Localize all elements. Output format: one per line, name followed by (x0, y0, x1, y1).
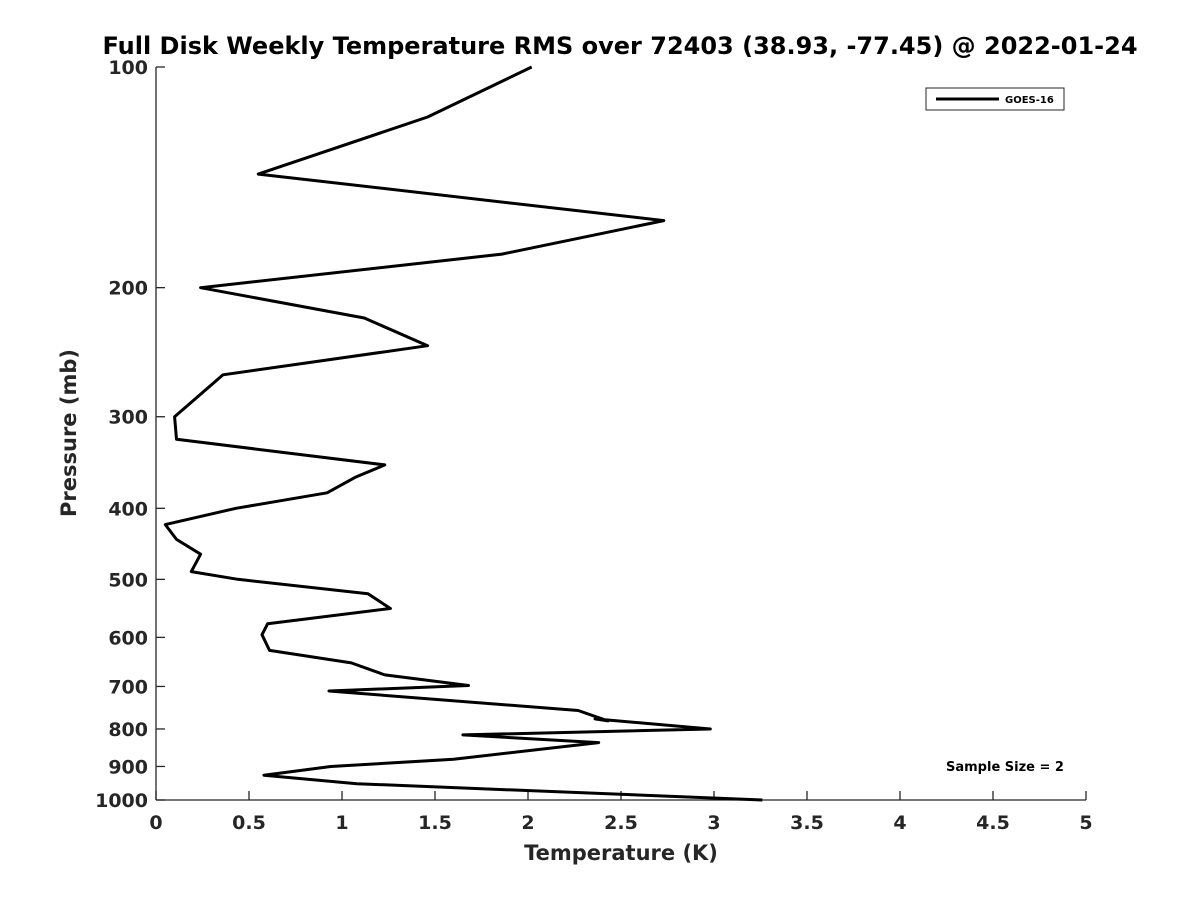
x-tick-label: 1 (335, 812, 348, 834)
y-tick-label: 200 (108, 278, 148, 300)
x-tick-label: 2.5 (604, 812, 638, 834)
x-ticks: 0 0.5 1 1.5 2 2.5 3 3.5 4 4.5 5 (149, 791, 1093, 834)
sample-size-annotation: Sample Size = 2 (946, 760, 1064, 775)
y-tick-label: 300 (108, 407, 148, 429)
x-tick-label: 1.5 (418, 812, 452, 834)
x-tick-label: 4 (893, 812, 906, 834)
chart-title: Full Disk Weekly Temperature RMS over 72… (102, 32, 1137, 60)
y-tick-label: 900 (108, 756, 148, 778)
y-ticks: 100 200 300 400 500 600 700 800 900 1000 (95, 57, 165, 812)
x-tick-label: 0 (149, 812, 162, 834)
y-tick-label: 400 (108, 498, 148, 520)
y-tick-label: 100 (108, 57, 148, 79)
y-tick-label: 600 (108, 627, 148, 649)
x-tick-label: 3 (707, 812, 720, 834)
x-tick-label: 3.5 (790, 812, 824, 834)
y-tick-label: 1000 (95, 790, 148, 812)
y-axis-label: Pressure (mb) (57, 349, 81, 517)
legend: GOES-16 (925, 87, 1065, 111)
x-tick-label: 5 (1079, 812, 1092, 834)
series-line-goes16 (163, 65, 763, 802)
y-tick-label: 500 (108, 569, 148, 591)
y-tick-label: 800 (108, 719, 148, 741)
x-tick-label: 4.5 (976, 812, 1010, 834)
x-tick-label: 2 (521, 812, 534, 834)
x-tick-label: 0.5 (232, 812, 266, 834)
legend-label: GOES-16 (1005, 95, 1054, 106)
y-tick-label: 700 (108, 676, 148, 698)
x-axis-label: Temperature (K) (524, 841, 718, 865)
